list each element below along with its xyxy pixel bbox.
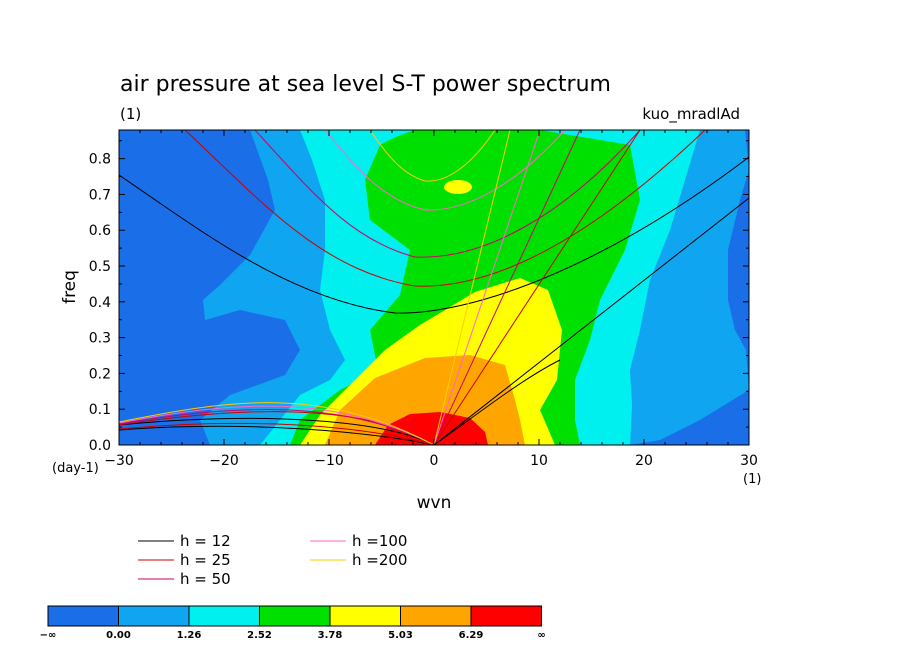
legend-label: h = 12 bbox=[180, 532, 231, 550]
contour-field bbox=[119, 130, 749, 445]
legend-label: h = 25 bbox=[180, 551, 231, 569]
y-axis: 0.0 0.1 0.2 0.3 0.4 0.5 0.6 0.7 0.8 bbox=[89, 140, 749, 454]
x-tick-label: 20 bbox=[635, 453, 653, 469]
y-tick-label: 0.6 bbox=[89, 223, 111, 239]
curve-h25 bbox=[184, 130, 706, 287]
kelvin-h100 bbox=[433, 130, 541, 445]
legend-label: h =100 bbox=[352, 532, 407, 550]
ig-h12 bbox=[119, 359, 561, 445]
y-tick-label: 0.2 bbox=[89, 366, 111, 382]
y-tick-label: 0.3 bbox=[89, 331, 111, 347]
colorbar-label: 3.78 bbox=[318, 630, 343, 641]
colorbar-label: ∞ bbox=[537, 630, 545, 641]
curve-h200 bbox=[369, 130, 496, 182]
y-tick-label: 0.7 bbox=[89, 187, 111, 203]
x-tick-label: 30 bbox=[740, 453, 758, 469]
y-tick-label: 0.0 bbox=[89, 438, 111, 454]
legend-label: h =200 bbox=[352, 551, 407, 569]
y-tick-label: 0.8 bbox=[89, 152, 111, 168]
y-tick-label: 0.1 bbox=[89, 402, 111, 418]
kelvin-h12 bbox=[433, 197, 749, 445]
band-top-blob bbox=[444, 180, 472, 194]
y-tick-label: 0.4 bbox=[89, 295, 111, 311]
chart-subtitle-left: (1) bbox=[120, 105, 141, 123]
colorbar-label: 6.29 bbox=[459, 630, 484, 641]
colorbar-swatch bbox=[470, 605, 542, 627]
band-6.29 bbox=[375, 412, 488, 445]
colorbar-label: 2.52 bbox=[247, 630, 272, 641]
x-tick-label: −10 bbox=[314, 453, 344, 469]
y-unit-label: (day-1) bbox=[52, 461, 99, 476]
colorbar-swatch bbox=[118, 605, 190, 627]
mrg-h25 bbox=[119, 422, 435, 445]
colorbar-label: −∞ bbox=[40, 630, 57, 641]
x-axis: −30 −20 −10 0 10 20 30 bbox=[104, 130, 758, 469]
dispersion-curves bbox=[119, 130, 749, 445]
x-unit-label: (1) bbox=[743, 472, 761, 487]
x-tick-label: −30 bbox=[104, 453, 134, 469]
legend-label: h = 50 bbox=[180, 570, 231, 588]
colorbar-swatch bbox=[329, 605, 401, 627]
x-tick-label: 0 bbox=[430, 453, 439, 469]
x-tick-label: −20 bbox=[209, 453, 239, 469]
y-tick-label: 0.5 bbox=[89, 259, 111, 275]
colorbar-swatch bbox=[259, 605, 331, 627]
kelvin-h25 bbox=[433, 130, 641, 445]
ig-h50 bbox=[119, 409, 435, 445]
curve-h12 bbox=[119, 156, 749, 314]
chart-subtitle-right: kuo_mradlAd bbox=[642, 105, 740, 124]
kelvin-h200 bbox=[433, 130, 511, 445]
colorbar-swatch bbox=[400, 605, 472, 627]
ig-h100 bbox=[119, 405, 435, 445]
colorbar-swatch bbox=[47, 605, 119, 627]
mrg-h12 bbox=[119, 425, 435, 445]
colorbar-label: 1.26 bbox=[177, 630, 202, 641]
colorbar: −∞ 0.00 1.26 2.52 3.78 5.03 6.29 ∞ bbox=[40, 605, 546, 641]
kelvin-h50 bbox=[433, 130, 581, 445]
curve-h100 bbox=[324, 130, 566, 211]
curve-h50 bbox=[254, 130, 641, 258]
x-axis-label: wvn bbox=[417, 493, 452, 513]
y-axis-label: freq bbox=[60, 270, 80, 304]
ig-h200 bbox=[119, 402, 435, 445]
colorbar-label: 0.00 bbox=[106, 630, 131, 641]
colorbar-swatch bbox=[188, 605, 260, 627]
colorbar-label: 5.03 bbox=[388, 630, 413, 641]
x-tick-label: 10 bbox=[530, 453, 548, 469]
chart-title: air pressure at sea level S-T power spec… bbox=[120, 72, 611, 97]
